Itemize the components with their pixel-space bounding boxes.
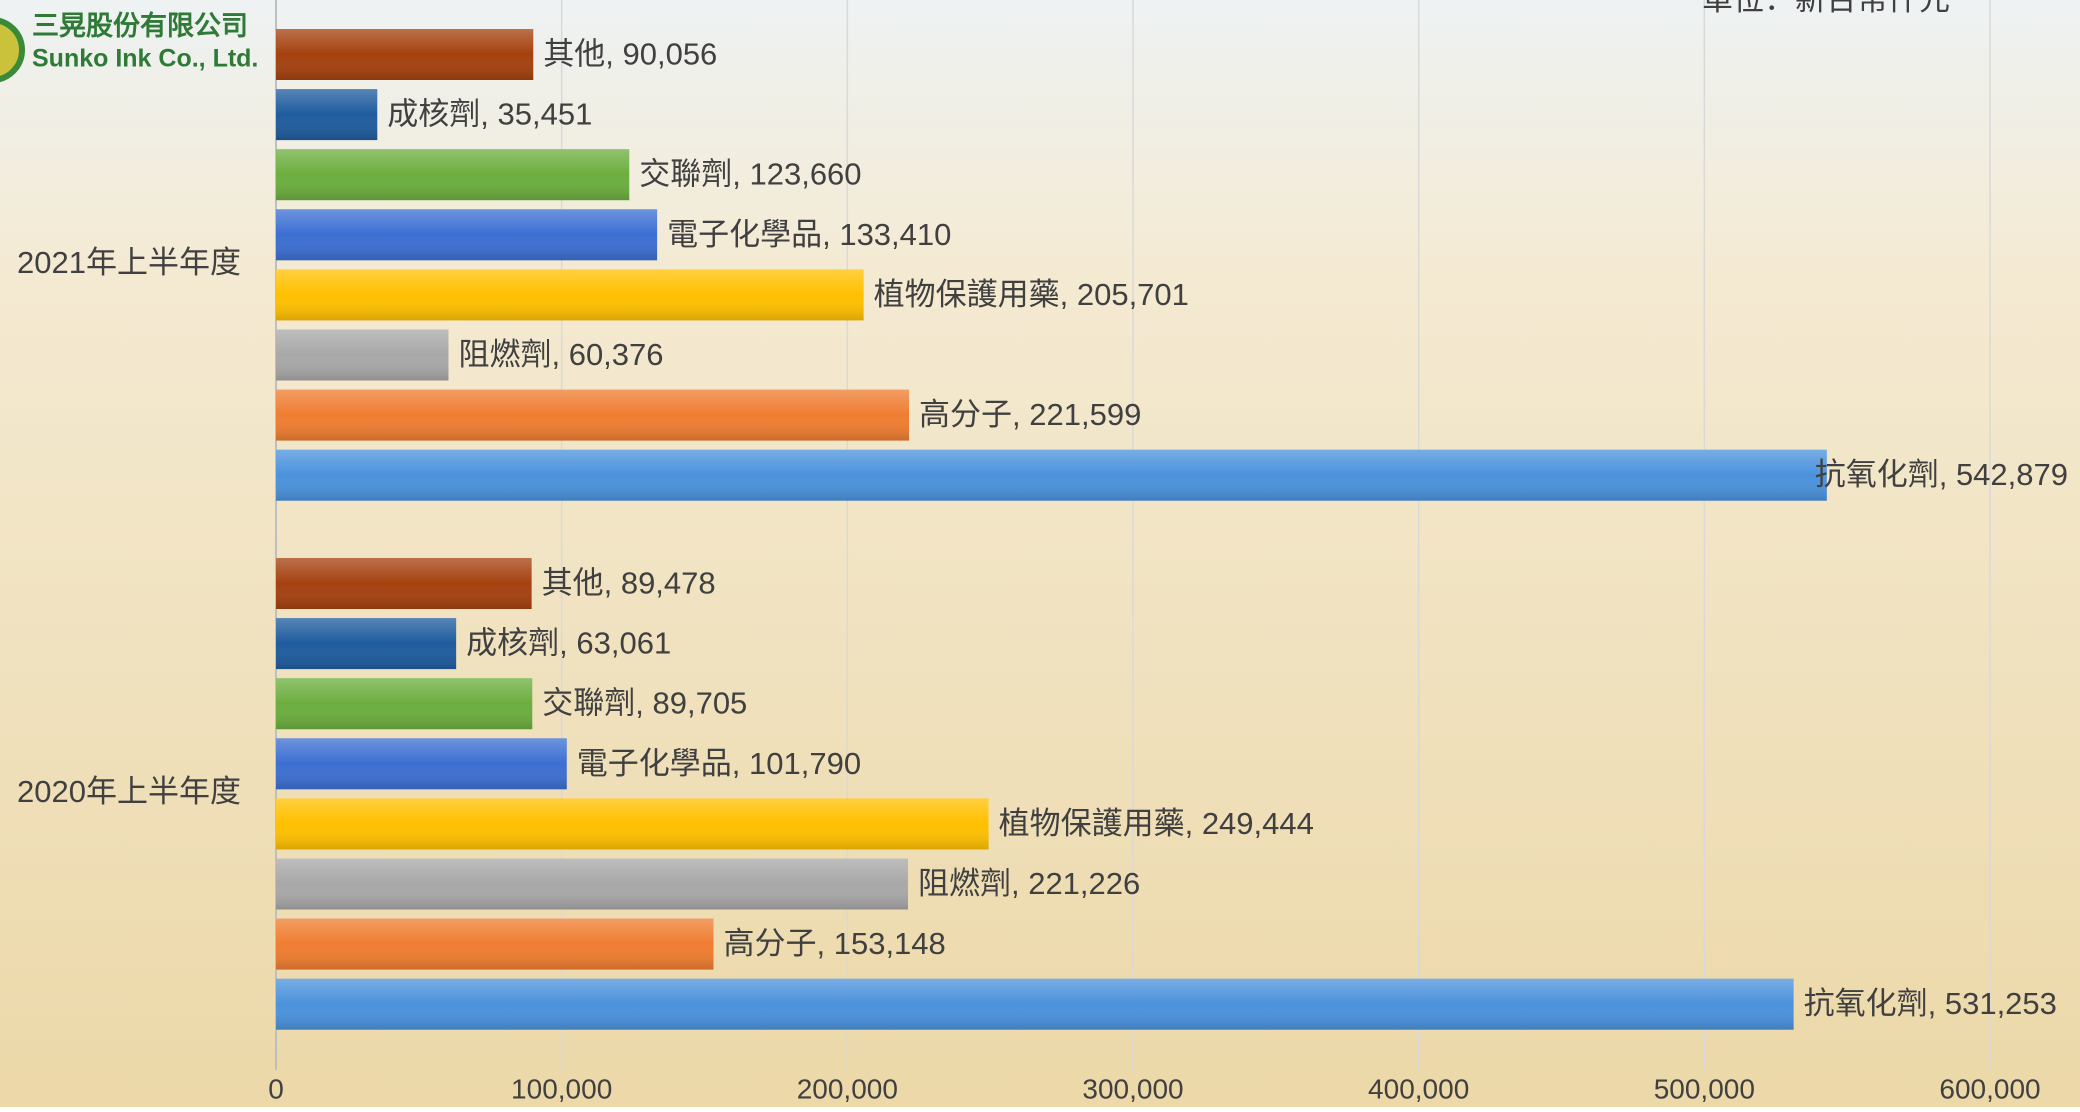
- data-label: 其他, 90,056: [543, 37, 717, 72]
- data-label: 阻燃劑, 60,376: [458, 337, 663, 372]
- bar-shade: [276, 329, 449, 381]
- data-label-value: 89,705: [652, 686, 747, 721]
- category-label: 2021年上半年度: [17, 245, 241, 280]
- data-label-series: 成核劑: [387, 97, 480, 132]
- data-label-series: 其他: [543, 37, 605, 72]
- x-tick-label: 300,000: [1082, 1073, 1183, 1104]
- data-label: 其他, 89,478: [542, 566, 716, 601]
- data-label-value: 221,226: [1028, 866, 1140, 901]
- data-label-series: 其他: [542, 566, 604, 601]
- data-label: 電子化學品, 133,410: [667, 217, 951, 252]
- data-label-value: 133,410: [839, 217, 951, 252]
- data-label-series: 高分子: [919, 397, 1012, 432]
- data-label: 電子化學品, 101,790: [577, 746, 861, 781]
- data-label: 抗氧化劑, 531,253: [1804, 986, 2057, 1021]
- data-label: 高分子, 221,599: [919, 397, 1141, 432]
- data-label-series: 電子化學品: [667, 217, 822, 252]
- data-label-series: 植物保護用藥: [874, 277, 1060, 312]
- bar-shade: [276, 678, 533, 730]
- data-label-series: 成核劑: [466, 626, 559, 661]
- bar-shade: [276, 558, 532, 609]
- bar-shade: [276, 978, 1794, 1030]
- bar-shade: [276, 389, 910, 441]
- x-tick-label: 100,000: [511, 1073, 612, 1104]
- bar-shade: [276, 149, 630, 201]
- data-label-value: 60,376: [569, 337, 664, 372]
- bar-shade: [276, 449, 1827, 501]
- data-label-value: 249,444: [1202, 806, 1314, 841]
- data-label-series: 電子化學品: [577, 746, 732, 781]
- logo-name-zh: 三晃股份有限公司: [32, 11, 248, 41]
- data-label: 交聯劑, 89,705: [542, 686, 747, 721]
- data-label: 交聯劑, 123,660: [639, 157, 861, 192]
- bar-shade: [276, 209, 658, 261]
- data-label-series: 阻燃劑: [458, 337, 551, 372]
- data-label: 阻燃劑, 221,226: [918, 866, 1140, 901]
- bar-shade: [276, 29, 534, 80]
- bar-shade: [276, 918, 714, 970]
- bars: [276, 29, 1827, 1030]
- data-label-value: 531,253: [1945, 986, 2057, 1021]
- logo-name-en: Sunko Ink Co., Ltd.: [32, 45, 258, 73]
- data-label-value: 101,790: [749, 746, 861, 781]
- data-label-series: 植物保護用藥: [999, 806, 1185, 841]
- data-label-value: 90,056: [622, 37, 717, 72]
- data-label: 抗氧化劑, 542,879: [1815, 457, 2068, 492]
- data-label-value: 89,478: [621, 566, 716, 601]
- data-label-series: 阻燃劑: [918, 866, 1011, 901]
- data-label-value: 123,660: [749, 157, 861, 192]
- category-label: 2020年上半年度: [17, 774, 241, 809]
- data-label-value: 221,599: [1029, 397, 1141, 432]
- x-tick-label: 400,000: [1368, 1073, 1469, 1104]
- data-label: 植物保護用藥, 205,701: [874, 277, 1189, 312]
- data-label-series: 高分子: [723, 926, 816, 961]
- x-tick-label: 0: [268, 1073, 284, 1104]
- data-label: 成核劑, 63,061: [466, 626, 671, 661]
- x-tick-label: 200,000: [797, 1073, 898, 1104]
- data-label: 高分子, 153,148: [723, 926, 945, 961]
- data-label: 植物保護用藥, 249,444: [999, 806, 1314, 841]
- logo-mark: [0, 17, 25, 83]
- data-label-value: 205,701: [1077, 277, 1189, 312]
- data-label-series: 抗氧化劑: [1804, 986, 1928, 1021]
- unit-note: 單位：新台幣仟元: [1702, 0, 1950, 17]
- bar-shade: [276, 858, 908, 910]
- data-label-series: 交聯劑: [639, 157, 732, 192]
- bar-shade: [276, 89, 378, 141]
- bar-shade: [276, 618, 457, 670]
- data-label-series: 交聯劑: [542, 686, 635, 721]
- bar-shade: [276, 798, 989, 850]
- data-label-series: 抗氧化劑: [1815, 457, 1939, 492]
- data-label-value: 542,879: [1956, 457, 2068, 492]
- x-tick-label: 500,000: [1654, 1073, 1755, 1104]
- bar-shade: [276, 269, 864, 321]
- bar-shade: [276, 738, 567, 790]
- x-tick-label: 600,000: [1939, 1073, 2040, 1104]
- data-label-value: 63,061: [576, 626, 671, 661]
- data-label-value: 35,451: [498, 97, 593, 132]
- data-label: 成核劑, 35,451: [387, 97, 592, 132]
- data-label-value: 153,148: [834, 926, 946, 961]
